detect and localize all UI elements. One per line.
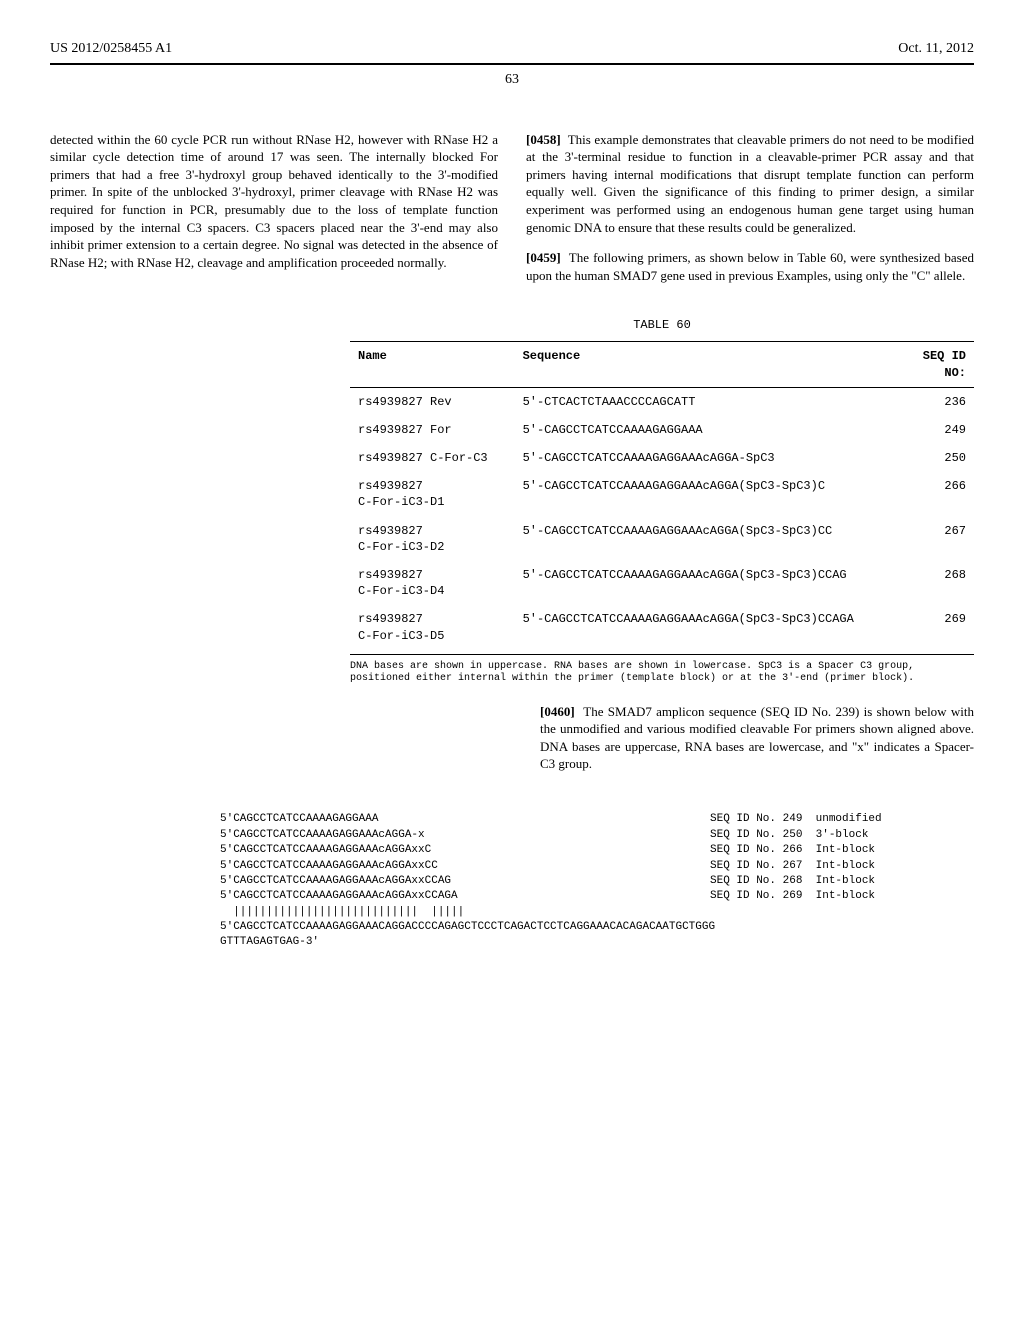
alignment-annotation: SEQ ID No. 267 Int-block: [710, 859, 974, 874]
alignment-row: 5'CAGCCTCATCCAAAAGAGGAAASEQ ID No. 249 u…: [220, 812, 974, 827]
page-number: 63: [50, 71, 974, 90]
cell-seqid: 269: [907, 605, 974, 651]
cell-sequence: 5'-CAGCCTCATCCAAAAGAGGAAAcAGGA(SpC3-SpC3…: [515, 517, 907, 561]
alignment-row: 5'CAGCCTCATCCAAAAGAGGAAAcAGGAxxCCAGASEQ …: [220, 889, 974, 904]
alignment-sequence: 5'CAGCCTCATCCAAAAGAGGAAA: [220, 812, 710, 827]
publication-date: Oct. 11, 2012: [898, 40, 974, 59]
alignment-row: 5'CAGCCTCATCCAAAAGAGGAAAcAGGAxxCCAGSEQ I…: [220, 874, 974, 889]
table-60-container: TABLE 60 Name Sequence SEQ ID NO: rs4939…: [350, 317, 974, 685]
cell-seqid: 268: [907, 561, 974, 605]
alignment-sequence: 5'CAGCCTCATCCAAAAGAGGAAAcAGGAxxCCAGA: [220, 889, 710, 904]
table-row: rs4939827 Rev5'-CTCACTCTAAACCCCAGCATT236: [350, 387, 974, 416]
cell-seqid: 249: [907, 416, 974, 444]
paragraph-text: The following primers, as shown below in…: [526, 250, 974, 283]
alignment-annotation: SEQ ID No. 249 unmodified: [710, 812, 974, 827]
sequence-alignment-block: 5'CAGCCTCATCCAAAAGAGGAAASEQ ID No. 249 u…: [220, 797, 974, 951]
cell-sequence: 5'-CAGCCTCATCCAAAAGAGGAAAcAGGA(SpC3-SpC3…: [515, 472, 907, 516]
cell-name: rs4939827 C-For-iC3-D2: [350, 517, 515, 561]
alignment-row: 5'CAGCCTCATCCAAAAGAGGAAACAGGACCCCAGAGCTC…: [220, 920, 974, 935]
cell-name: rs4939827 C-For-iC3-D5: [350, 605, 515, 651]
alignment-sequence: GTTTAGAGTGAG-3': [220, 935, 710, 950]
cell-seqid: 236: [907, 387, 974, 416]
alignment-sequence: 5'CAGCCTCATCCAAAAGAGGAAACAGGACCCCAGAGCTC…: [220, 920, 710, 935]
right-column: [0458] This example demonstrates that cl…: [526, 118, 974, 297]
alignment-row: 5'CAGCCTCATCCAAAAGAGGAAAcAGGAxxCCSEQ ID …: [220, 859, 974, 874]
paragraph-0459: [0459] The following primers, as shown b…: [526, 249, 974, 284]
cell-name: rs4939827 C-For-C3: [350, 444, 515, 472]
cell-sequence: 5'-CTCACTCTAAACCCCAGCATT: [515, 387, 907, 416]
alignment-annotation: [710, 905, 974, 920]
alignment-sequence: 5'CAGCCTCATCCAAAAGAGGAAAcAGGAxxC: [220, 843, 710, 858]
cell-sequence: 5'-CAGCCTCATCCAAAAGAGGAAAcAGGA(SpC3-SpC3…: [515, 605, 907, 651]
table-bottom-rule: [350, 654, 974, 655]
table-row: rs4939827 C-For-C35'-CAGCCTCATCCAAAAGAGG…: [350, 444, 974, 472]
table-title: TABLE 60: [350, 317, 974, 333]
table-60: Name Sequence SEQ ID NO: rs4939827 Rev5'…: [350, 341, 974, 651]
table-row: rs4939827 C-For-iC3-D45'-CAGCCTCATCCAAAA…: [350, 561, 974, 605]
col-header-name: Name: [350, 342, 515, 387]
paragraph-text: The SMAD7 amplicon sequence (SEQ ID No. …: [540, 704, 974, 772]
paragraph-number: [0460]: [540, 704, 575, 719]
cell-seqid: 266: [907, 472, 974, 516]
paragraph-0458: [0458] This example demonstrates that cl…: [526, 131, 974, 236]
cell-name: rs4939827 For: [350, 416, 515, 444]
alignment-annotation: [710, 935, 974, 950]
cell-sequence: 5'-CAGCCTCATCCAAAAGAGGAAAcAGGA(SpC3-SpC3…: [515, 561, 907, 605]
table-footnote: DNA bases are shown in uppercase. RNA ba…: [350, 661, 974, 685]
patent-number: US 2012/0258455 A1: [50, 40, 172, 59]
alignment-annotation: [710, 920, 974, 935]
cell-name: rs4939827 C-For-iC3-D4: [350, 561, 515, 605]
table-row: rs4939827 For5'-CAGCCTCATCCAAAAGAGGAAA24…: [350, 416, 974, 444]
header-rule: [50, 63, 974, 65]
alignment-row: 5'CAGCCTCATCCAAAAGAGGAAAcAGGAxxCSEQ ID N…: [220, 843, 974, 858]
table-row: rs4939827 C-For-iC3-D25'-CAGCCTCATCCAAAA…: [350, 517, 974, 561]
cell-sequence: 5'-CAGCCTCATCCAAAAGAGGAAAcAGGA-SpC3: [515, 444, 907, 472]
alignment-sequence: 5'CAGCCTCATCCAAAAGAGGAAAcAGGA-x: [220, 828, 710, 843]
cell-sequence: 5'-CAGCCTCATCCAAAAGAGGAAA: [515, 416, 907, 444]
alignment-row: |||||||||||||||||||||||||||| |||||: [220, 905, 974, 920]
cell-name: rs4939827 C-For-iC3-D1: [350, 472, 515, 516]
two-column-section: detected within the 60 cycle PCR run wit…: [50, 118, 974, 297]
alignment-annotation: SEQ ID No. 269 Int-block: [710, 889, 974, 904]
col-header-sequence: Sequence: [515, 342, 907, 387]
alignment-row: GTTTAGAGTGAG-3': [220, 935, 974, 950]
alignment-annotation: SEQ ID No. 268 Int-block: [710, 874, 974, 889]
alignment-sequence: |||||||||||||||||||||||||||| |||||: [220, 905, 710, 920]
cell-seqid: 250: [907, 444, 974, 472]
paragraph-0460: [0460] The SMAD7 amplicon sequence (SEQ …: [540, 703, 974, 773]
paragraph-number: [0459]: [526, 250, 561, 265]
alignment-sequence: 5'CAGCCTCATCCAAAAGAGGAAAcAGGAxxCCAG: [220, 874, 710, 889]
alignment-annotation: SEQ ID No. 266 Int-block: [710, 843, 974, 858]
table-row: rs4939827 C-For-iC3-D15'-CAGCCTCATCCAAAA…: [350, 472, 974, 516]
alignment-annotation: SEQ ID No. 250 3'-block: [710, 828, 974, 843]
alignment-row: 5'CAGCCTCATCCAAAAGAGGAAAcAGGA-xSEQ ID No…: [220, 828, 974, 843]
paragraph-text: This example demonstrates that cleavable…: [526, 132, 974, 235]
page-header: US 2012/0258455 A1 Oct. 11, 2012: [50, 40, 974, 59]
left-col-paragraph: detected within the 60 cycle PCR run wit…: [50, 131, 498, 271]
cell-name: rs4939827 Rev: [350, 387, 515, 416]
table-row: rs4939827 C-For-iC3-D55'-CAGCCTCATCCAAAA…: [350, 605, 974, 651]
paragraph-number: [0458]: [526, 132, 561, 147]
cell-seqid: 267: [907, 517, 974, 561]
alignment-sequence: 5'CAGCCTCATCCAAAAGAGGAAAcAGGAxxCC: [220, 859, 710, 874]
col-header-seqid: SEQ ID NO:: [907, 342, 974, 387]
left-column: detected within the 60 cycle PCR run wit…: [50, 118, 498, 297]
